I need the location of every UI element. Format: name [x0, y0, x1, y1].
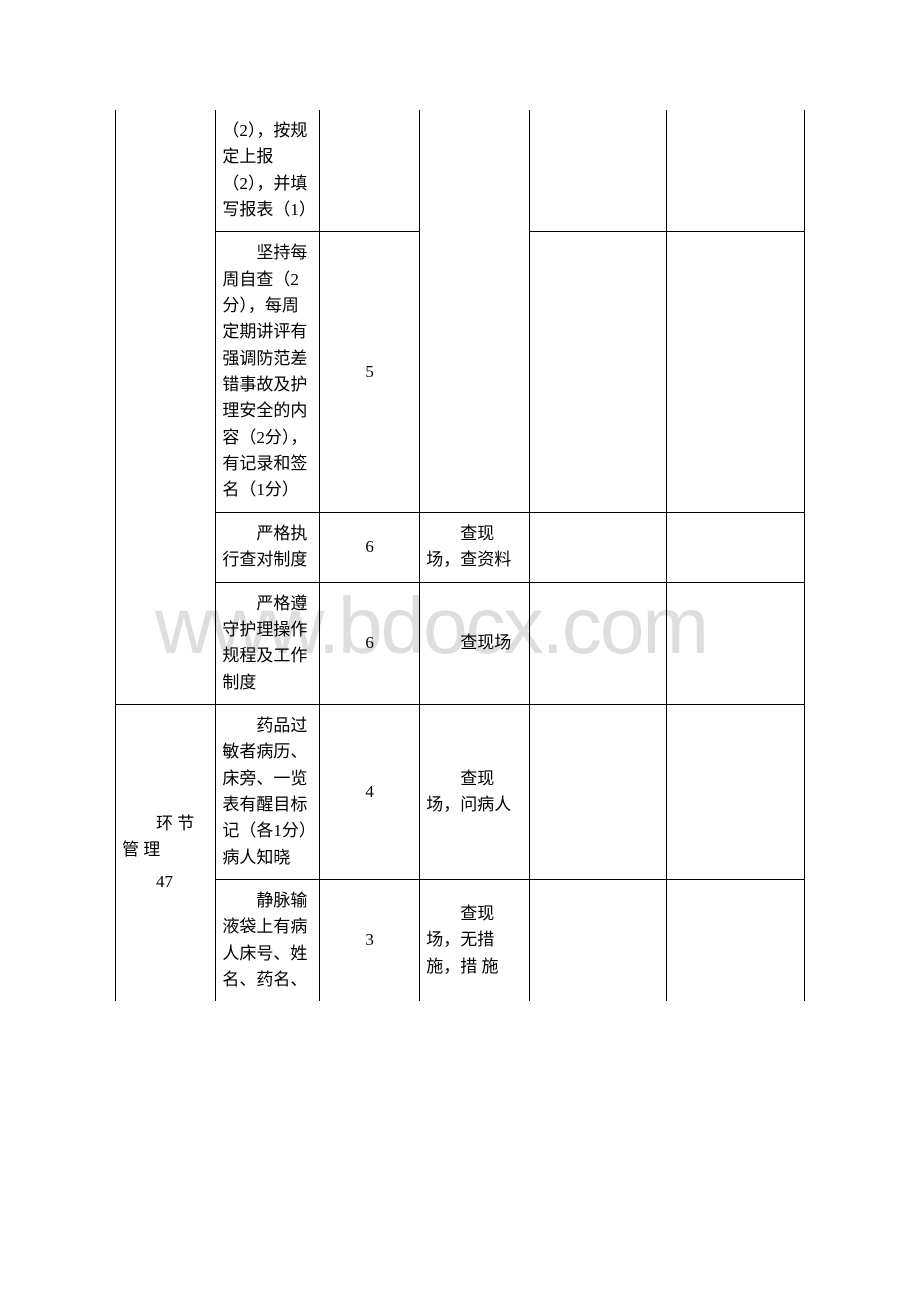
table-row: 静脉输液袋上有病人床号、姓名、药名、 3 查现场，无措施，措 施 [116, 879, 805, 1001]
table-row: （2），按规定上报（2），并填写报表（1） [116, 110, 805, 232]
evaluation-table: （2），按规定上报（2），并填写报表（1） 坚持每周自查（2分），每周定期讲评有… [115, 110, 805, 1001]
method-cell: 查现场，无措施，措 施 [420, 879, 529, 1001]
table-row: 严格执行查对制度 6 查现场，查资料 [116, 512, 805, 582]
score-cell: 3 [319, 879, 419, 1001]
category-cell: 环 节管 理 47 [116, 704, 216, 1001]
blank-cell [667, 232, 805, 512]
blank-cell [667, 704, 805, 879]
criteria-cell: （2），按规定上报（2），并填写报表（1） [216, 110, 319, 232]
blank-cell [529, 704, 667, 879]
score-cell: 6 [319, 582, 419, 704]
blank-cell [667, 110, 805, 232]
score-cell: 5 [319, 232, 419, 512]
table-row: 环 节管 理 47 药品过敏者病历、床旁、一览表有醒目标记（各1分）病人知晓 4… [116, 704, 805, 879]
criteria-cell: 严格执行查对制度 [216, 512, 319, 582]
table-row: 严格遵守护理操作规程及工作制度 6 查现场 [116, 582, 805, 704]
blank-cell [529, 512, 667, 582]
category-cell [116, 110, 216, 704]
score-cell [319, 110, 419, 232]
category-label: 环 节管 理 [122, 811, 209, 864]
blank-cell [529, 879, 667, 1001]
criteria-cell: 严格遵守护理操作规程及工作制度 [216, 582, 319, 704]
method-cell: 查现场，查资料 [420, 512, 529, 582]
criteria-cell: 坚持每周自查（2分），每周定期讲评有强调防范差错事故及护理安全的内容（2分），有… [216, 232, 319, 512]
method-cell: 查现场 [420, 582, 529, 704]
blank-cell [529, 232, 667, 512]
score-cell: 6 [319, 512, 419, 582]
blank-cell [529, 110, 667, 232]
method-cell: 查现场，问病人 [420, 704, 529, 879]
blank-cell [667, 582, 805, 704]
blank-cell [667, 879, 805, 1001]
category-score: 47 [122, 869, 209, 895]
blank-cell [667, 512, 805, 582]
criteria-cell: 药品过敏者病历、床旁、一览表有醒目标记（各1分）病人知晓 [216, 704, 319, 879]
method-cell [420, 110, 529, 512]
score-cell: 4 [319, 704, 419, 879]
criteria-cell: 静脉输液袋上有病人床号、姓名、药名、 [216, 879, 319, 1001]
blank-cell [529, 582, 667, 704]
